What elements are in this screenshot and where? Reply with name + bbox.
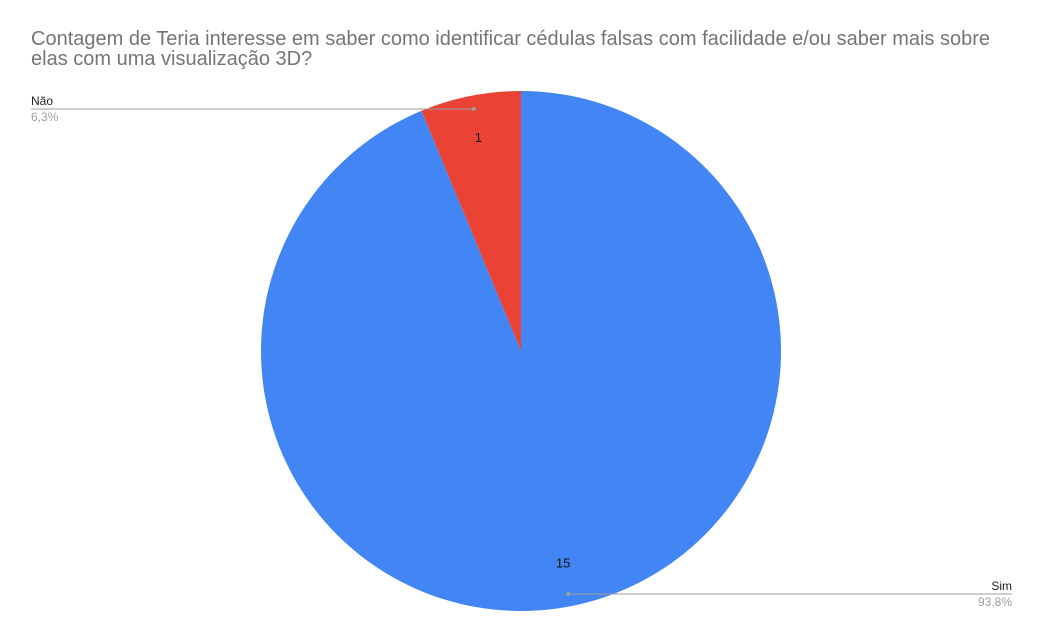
slice-percent-label-nao: 6,3%	[31, 110, 59, 124]
slice-name-label-sim: Sim	[991, 579, 1012, 593]
slice-percent-label-sim: 93,8%	[978, 595, 1012, 609]
slice-value-label-sim: 15	[556, 556, 570, 571]
slice-value-label-nao: 1	[475, 130, 482, 145]
leader-dot-sim	[566, 592, 571, 596]
pie-slice-nao	[421, 91, 521, 351]
pie-slices	[260, 91, 781, 611]
chart-title: Contagem de Teria interesse em saber com…	[31, 28, 991, 70]
leader-dot-nao	[471, 107, 476, 111]
slice-labels: 15 Sim 93,8% 1 Não 6,3%	[31, 94, 1012, 609]
leader-lines	[31, 107, 1012, 596]
slice-name-label-nao: Não	[31, 94, 53, 108]
